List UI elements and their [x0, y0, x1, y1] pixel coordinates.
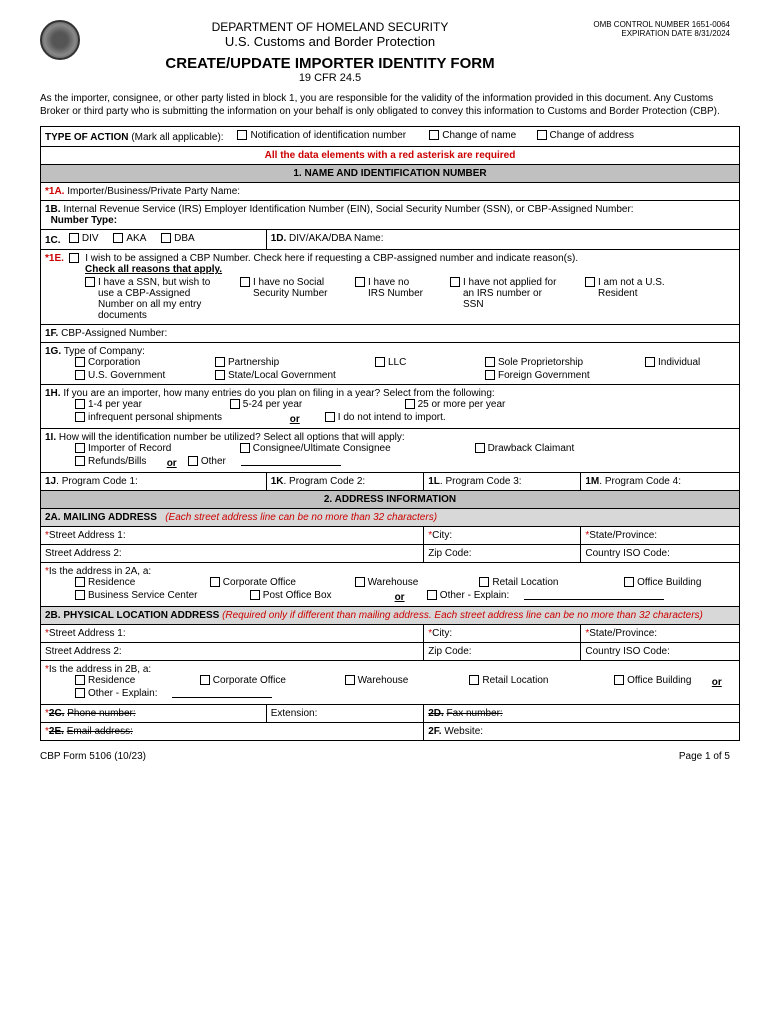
- 1i-num: 1I.: [45, 432, 56, 443]
- cb-1e-4[interactable]: [585, 277, 595, 287]
- agency-seal-icon: [40, 20, 80, 60]
- cb-2a-3[interactable]: [479, 577, 489, 587]
- cb-1e-1[interactable]: [240, 277, 250, 287]
- 1e-check: Check all reasons that apply.: [85, 264, 222, 275]
- cb-1h-3[interactable]: [75, 412, 85, 422]
- 1h-num: 1H.: [45, 388, 61, 399]
- cb-2a-7[interactable]: [427, 590, 437, 600]
- exp-date: EXPIRATION DATE 8/31/2024: [580, 29, 730, 38]
- cb-1h-2[interactable]: [405, 399, 415, 409]
- 1i-label: How will the identification number be ut…: [59, 432, 405, 443]
- 1b-label: Internal Revenue Service (IRS) Employer …: [63, 204, 633, 215]
- 1b-num: 1B.: [45, 204, 61, 215]
- cb-2a-5[interactable]: [75, 590, 85, 600]
- cfr-ref: 19 CFR 24.5: [80, 72, 580, 84]
- cb-2b-3[interactable]: [469, 675, 479, 685]
- cb-1g-0[interactable]: [75, 357, 85, 367]
- checkbox-name[interactable]: [429, 130, 439, 140]
- cb-1g-5[interactable]: [75, 370, 85, 380]
- 2a-other-line[interactable]: [524, 599, 664, 600]
- cb-1g-3[interactable]: [485, 357, 495, 367]
- 1f-label: CBP-Assigned Number:: [61, 328, 167, 339]
- required-notice: All the data elements with a red asteris…: [41, 147, 740, 165]
- checkbox-addr[interactable]: [537, 130, 547, 140]
- cb-1g-4[interactable]: [645, 357, 655, 367]
- checkbox-aka[interactable]: [113, 233, 123, 243]
- cb-1g-6[interactable]: [215, 370, 225, 380]
- footer: CBP Form 5106 (10/23) Page 1 of 5: [40, 751, 730, 762]
- cb-2a-1[interactable]: [210, 577, 220, 587]
- cb-2b-0[interactable]: [75, 675, 85, 685]
- cb-1i-4[interactable]: [188, 456, 198, 466]
- header: DEPARTMENT OF HOMELAND SECURITY U.S. Cus…: [40, 20, 730, 84]
- form-title: CREATE/UPDATE IMPORTER IDENTITY FORM: [80, 55, 580, 72]
- cb-1e-2[interactable]: [355, 277, 365, 287]
- 1g-label: Type of Company:: [64, 346, 145, 357]
- cb-1i-2[interactable]: [475, 443, 485, 453]
- 1e-num: *1E.: [45, 253, 64, 264]
- 1d-num: 1D.: [271, 233, 287, 244]
- 1a-num: *1A.: [45, 186, 64, 197]
- 1i-other-line[interactable]: [241, 465, 341, 466]
- checkbox-notif[interactable]: [237, 130, 247, 140]
- 1a-label: Importer/Business/Private Party Name:: [67, 186, 240, 197]
- cb-1e-3[interactable]: [450, 277, 460, 287]
- cb-1h-0[interactable]: [75, 399, 85, 409]
- cb-2b-2[interactable]: [345, 675, 355, 685]
- dept-name: DEPARTMENT OF HOMELAND SECURITY: [80, 20, 580, 34]
- 1h-label: If you are an importer, how many entries…: [63, 388, 494, 399]
- cb-1e-0[interactable]: [85, 277, 95, 287]
- cb-2a-6[interactable]: [250, 590, 260, 600]
- form-number: CBP Form 5106 (10/23): [40, 751, 146, 762]
- cb-2b-1[interactable]: [200, 675, 210, 685]
- cb-1i-1[interactable]: [240, 443, 250, 453]
- checkbox-div[interactable]: [69, 233, 79, 243]
- cb-1h-1[interactable]: [230, 399, 240, 409]
- 2b-other-line[interactable]: [172, 697, 272, 698]
- 1d-label: DIV/AKA/DBA Name:: [289, 233, 383, 244]
- 1e-main: I wish to be assigned a CBP Number. Chec…: [85, 253, 578, 264]
- cb-2a-4[interactable]: [624, 577, 634, 587]
- cb-1g-1[interactable]: [215, 357, 225, 367]
- cb-2a-0[interactable]: [75, 577, 85, 587]
- form-table: TYPE OF ACTION (Mark all applicable): No…: [40, 126, 740, 741]
- section1-header: 1. NAME AND IDENTIFICATION NUMBER: [41, 165, 740, 183]
- intro-text: As the importer, consignee, or other par…: [40, 92, 730, 118]
- section2-header: 2. ADDRESS INFORMATION: [41, 491, 740, 509]
- 1f-num: 1F.: [45, 328, 58, 339]
- cb-2b-5[interactable]: [75, 688, 85, 698]
- agency-name: U.S. Customs and Border Protection: [80, 34, 580, 49]
- 1c-num: 1C.: [45, 235, 61, 246]
- checkbox-dba[interactable]: [161, 233, 171, 243]
- cb-2a-2[interactable]: [355, 577, 365, 587]
- type-action-hint: (Mark all applicable):: [131, 132, 223, 143]
- omb-number: OMB CONTROL NUMBER 1651-0064: [580, 20, 730, 29]
- page-number: Page 1 of 5: [679, 751, 730, 762]
- cb-1g-7[interactable]: [485, 370, 495, 380]
- 1b-numtype: Number Type:: [51, 215, 118, 226]
- cb-2b-4[interactable]: [614, 675, 624, 685]
- 1g-num: 1G.: [45, 346, 61, 357]
- cb-1h-4[interactable]: [325, 412, 335, 422]
- checkbox-1e-main[interactable]: [69, 253, 79, 263]
- cb-1g-2[interactable]: [375, 357, 385, 367]
- type-action-label: TYPE OF ACTION: [45, 132, 129, 143]
- cb-1i-3[interactable]: [75, 456, 85, 466]
- cb-1i-0[interactable]: [75, 443, 85, 453]
